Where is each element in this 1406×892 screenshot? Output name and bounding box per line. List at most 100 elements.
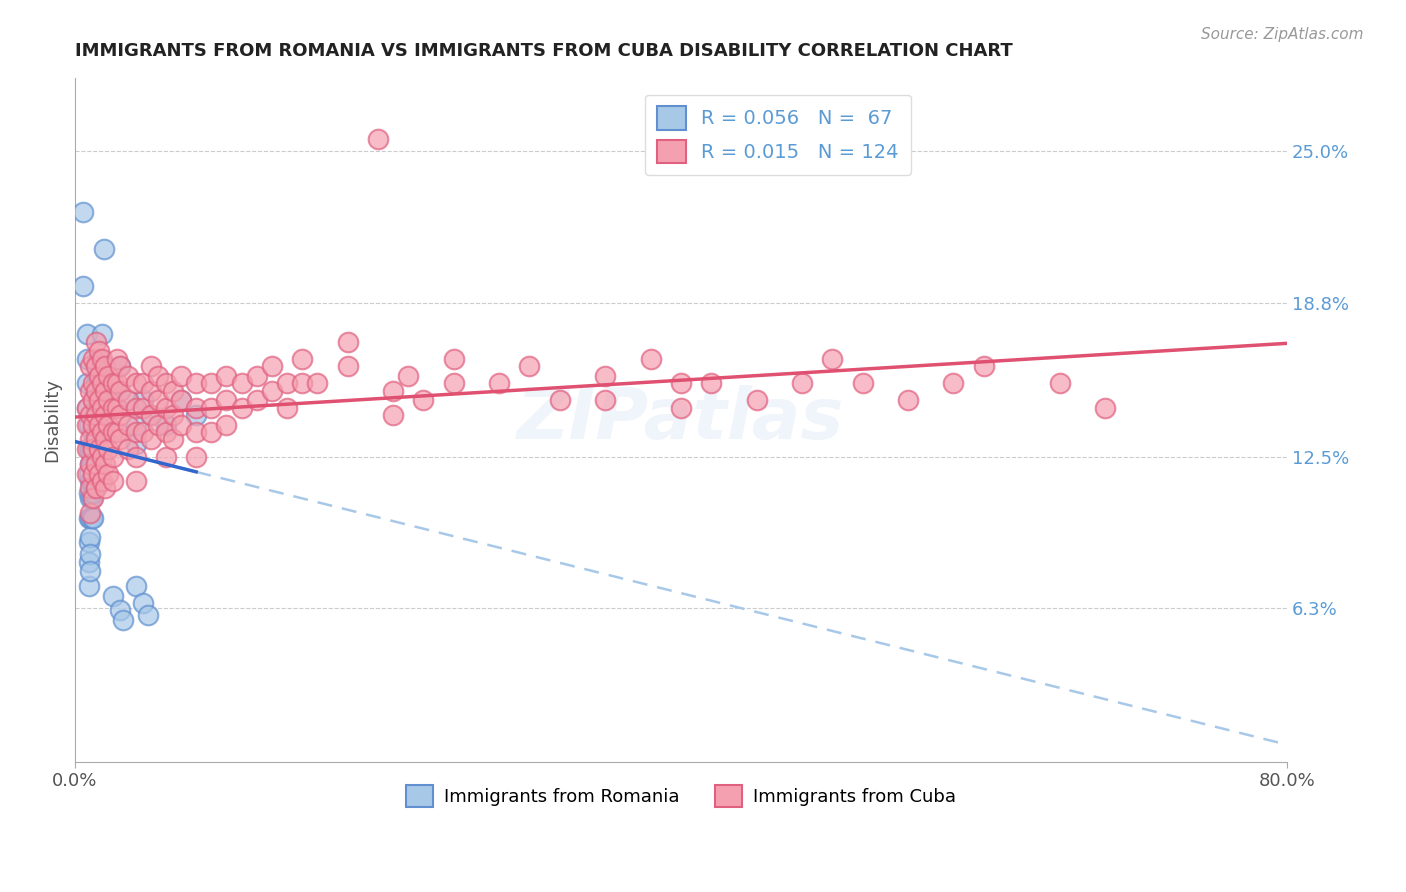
Point: [155, 417, 177, 432]
Point: [291, 376, 314, 391]
Point: [89, 467, 111, 481]
Point: [91, 327, 114, 342]
Point: [76, 417, 98, 432]
Point: [89, 376, 111, 391]
Point: [77, 486, 100, 500]
Point: [82, 417, 104, 432]
Point: [82, 417, 104, 432]
Point: [396, 368, 419, 383]
Point: [155, 450, 177, 464]
Point: [215, 417, 238, 432]
Point: [231, 376, 253, 391]
Point: [124, 425, 146, 439]
Point: [107, 376, 129, 391]
Legend: Immigrants from Romania, Immigrants from Cuba: Immigrants from Romania, Immigrants from…: [398, 778, 963, 814]
Point: [897, 393, 920, 408]
Point: [84, 457, 107, 471]
Point: [79, 564, 101, 578]
Point: [83, 408, 105, 422]
Point: [91, 351, 114, 366]
Point: [107, 351, 129, 366]
Point: [148, 393, 170, 408]
Text: Source: ZipAtlas.com: Source: ZipAtlas.com: [1201, 27, 1364, 42]
Point: [89, 442, 111, 457]
Point: [80, 457, 103, 471]
Point: [84, 450, 107, 464]
Point: [84, 384, 107, 398]
Point: [80, 510, 103, 524]
Point: [79, 510, 101, 524]
Point: [82, 442, 104, 457]
Point: [367, 132, 389, 146]
Point: [89, 401, 111, 415]
Point: [124, 376, 146, 391]
Point: [162, 408, 184, 422]
Point: [79, 433, 101, 447]
Point: [79, 442, 101, 457]
Point: [593, 393, 616, 408]
Point: [307, 376, 329, 391]
Point: [89, 368, 111, 383]
Point: [91, 425, 114, 439]
Point: [94, 433, 117, 447]
Point: [821, 351, 844, 366]
Point: [83, 433, 105, 447]
Point: [155, 425, 177, 439]
Point: [136, 608, 159, 623]
Point: [148, 417, 170, 432]
Point: [519, 359, 541, 373]
Point: [148, 368, 170, 383]
Point: [101, 450, 124, 464]
Point: [84, 408, 107, 422]
Point: [110, 384, 132, 398]
Point: [80, 442, 103, 457]
Point: [79, 506, 101, 520]
Point: [91, 359, 114, 373]
Point: [110, 359, 132, 373]
Point: [94, 359, 117, 373]
Point: [91, 474, 114, 488]
Point: [79, 457, 101, 471]
Point: [76, 376, 98, 391]
Point: [124, 401, 146, 415]
Point: [443, 376, 465, 391]
Point: [101, 376, 124, 391]
Point: [97, 467, 120, 481]
Point: [790, 376, 813, 391]
Point: [79, 547, 101, 561]
Point: [72, 278, 94, 293]
Point: [132, 596, 155, 610]
Point: [82, 442, 104, 457]
Point: [110, 433, 132, 447]
Point: [112, 613, 135, 627]
Point: [79, 384, 101, 398]
Point: [82, 491, 104, 505]
Point: [186, 376, 208, 391]
Point: [89, 417, 111, 432]
Point: [124, 579, 146, 593]
Point: [97, 442, 120, 457]
Point: [124, 474, 146, 488]
Point: [200, 425, 222, 439]
Point: [80, 425, 103, 439]
Point: [186, 450, 208, 464]
Point: [82, 351, 104, 366]
Point: [139, 384, 162, 398]
Point: [91, 450, 114, 464]
Point: [669, 376, 692, 391]
Point: [80, 474, 103, 488]
Point: [76, 401, 98, 415]
Point: [94, 408, 117, 422]
Point: [110, 408, 132, 422]
Point: [110, 359, 132, 373]
Point: [87, 417, 110, 432]
Point: [107, 401, 129, 415]
Point: [200, 401, 222, 415]
Point: [186, 425, 208, 439]
Point: [155, 401, 177, 415]
Point: [336, 334, 359, 349]
Point: [97, 376, 120, 391]
Point: [107, 425, 129, 439]
Point: [89, 344, 111, 359]
Point: [443, 351, 465, 366]
